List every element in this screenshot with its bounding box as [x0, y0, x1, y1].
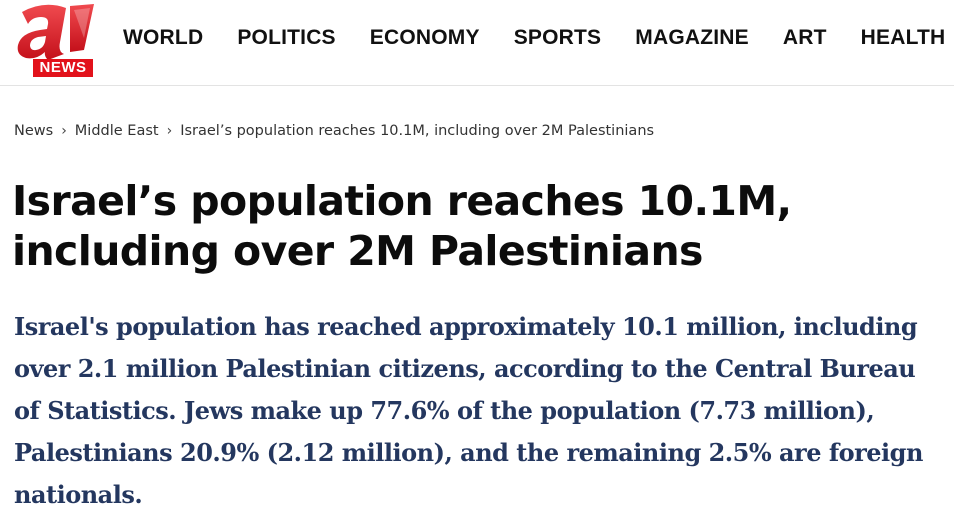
anews-logo-mark-icon: [17, 4, 94, 61]
nav-item-health[interactable]: HEALTH: [860, 26, 946, 49]
breadcrumb-separator-icon: ›: [166, 123, 173, 139]
anews-logo[interactable]: NEWS: [14, 2, 96, 78]
nav-item-politics[interactable]: POLITICS: [237, 26, 336, 49]
nav-item-economy[interactable]: ECONOMY: [369, 26, 480, 49]
article-headline: Israel’s population reaches 10.1M, inclu…: [12, 177, 792, 275]
breadcrumb-news-link[interactable]: News: [14, 123, 54, 139]
nav-item-world[interactable]: WORLD: [123, 26, 204, 49]
breadcrumb-separator-icon: ›: [61, 123, 67, 139]
nav-item-sports[interactable]: SPORTS: [513, 26, 602, 49]
main-nav: WORLD POLITICS ECONOMY SPORTS MAGAZINE A…: [106, 22, 954, 54]
nav-item-magazine[interactable]: MAGAZINE: [635, 26, 749, 49]
breadcrumb-current-page: Israel’s population reaches 10.1M, inclu…: [180, 123, 655, 139]
breadcrumb: News › Middle East › Israel’s population…: [14, 120, 654, 142]
site-header: NEWS WORLD POLITICS ECONOMY SPORTS MAGAZ…: [0, 0, 954, 86]
nav-item-art[interactable]: ART: [782, 26, 827, 49]
breadcrumb-middle-east-link[interactable]: Middle East: [74, 123, 159, 139]
article-lead: Israel's population has reached approxim…: [14, 312, 923, 509]
logo-news-badge: NEWS: [33, 59, 93, 77]
